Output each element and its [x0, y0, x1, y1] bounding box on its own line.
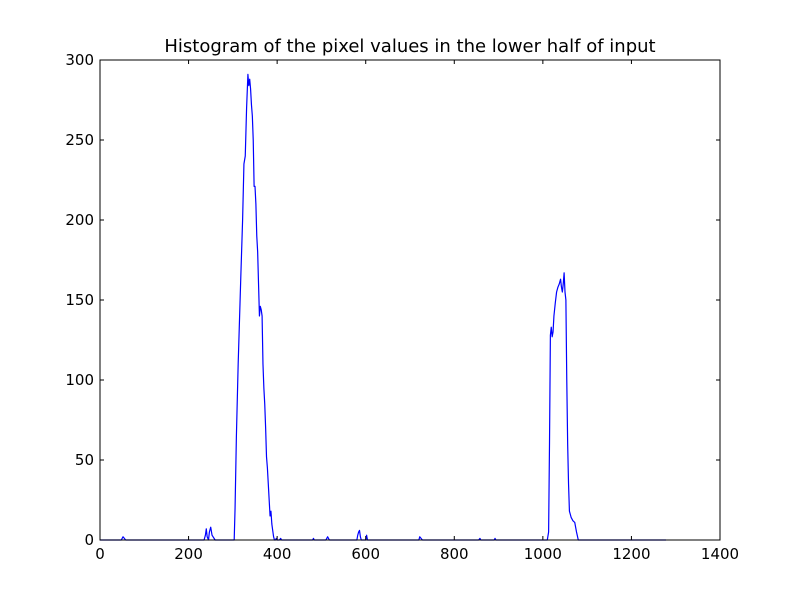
x-tick-label: 1400 — [701, 545, 739, 563]
y-tick-label: 300 — [65, 51, 94, 69]
x-tick-label: 400 — [263, 545, 292, 563]
y-tick-label: 100 — [65, 371, 94, 389]
x-tick-label: 1200 — [612, 545, 650, 563]
y-tick-label: 0 — [84, 531, 94, 549]
y-tick-label: 250 — [65, 131, 94, 149]
y-tick-label: 50 — [75, 451, 94, 469]
x-tick-label: 800 — [440, 545, 469, 563]
x-tick-label: 200 — [174, 545, 203, 563]
y-tick-label: 200 — [65, 211, 94, 229]
y-tick-label: 150 — [65, 291, 94, 309]
chart-title: Histogram of the pixel values in the low… — [164, 36, 655, 57]
axis-ticks-group: 0 200 400 600 800 1000 1200 1400 0 50 100 150 200 250… — [65, 51, 739, 563]
x-tick-label: 600 — [351, 545, 380, 563]
x-tick-label: 1000 — [524, 545, 562, 563]
x-tick-label: 0 — [95, 545, 105, 563]
